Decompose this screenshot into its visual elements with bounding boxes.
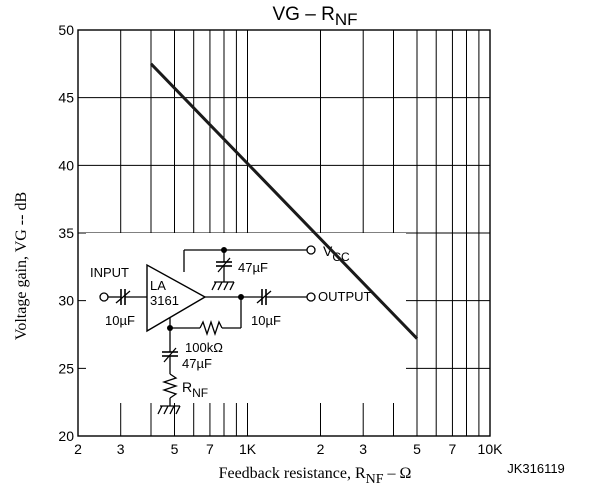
x-tick-labels: 2 3 5 7 1K 2 3 5 7 10K	[74, 441, 503, 457]
x-tick-label: 10K	[478, 441, 504, 457]
y-tick-labels: 20 25 30 35 40 45 50	[58, 22, 74, 444]
y-tick-label: 50	[58, 22, 74, 38]
vcc-junction-dot	[221, 247, 227, 253]
y-tick-label: 35	[58, 225, 74, 241]
nf-cap-arrow	[163, 347, 177, 363]
x-tick-label: 2	[317, 441, 325, 457]
vcc-label: VCC	[323, 243, 350, 264]
x-tick-label: 7	[206, 441, 214, 457]
dec-ground-hatch-4	[229, 281, 235, 291]
dec-cap-arrow	[217, 257, 231, 273]
y-tick-label: 20	[58, 428, 74, 444]
rnf-ground-hatch-1	[157, 405, 163, 415]
y-tick-label: 30	[58, 293, 74, 309]
x-axis-label: Feedback resistance, RNF – Ω	[219, 465, 412, 487]
x-tick-label: 5	[413, 441, 421, 457]
input-cap-label: 10µF	[105, 313, 135, 328]
x-tick-label: 3	[359, 441, 367, 457]
ic-label-line1: LA	[150, 278, 166, 293]
x-tick-label: 5	[171, 441, 179, 457]
plot-frame	[77, 29, 491, 437]
x-tick-label: 7	[449, 441, 457, 457]
y-tick-label: 45	[58, 90, 74, 106]
rnf-ground-hatch-4	[175, 405, 181, 415]
nf-cap-label: 47µF	[182, 356, 212, 371]
output-label: OUTPUT	[318, 289, 372, 304]
inset-background	[86, 233, 406, 403]
feedback-resistor	[199, 319, 223, 337]
figure-code: JK316119	[507, 461, 565, 476]
rnf-resistor	[161, 373, 179, 399]
y-tick-label: 40	[58, 157, 74, 173]
input-terminal	[99, 292, 109, 302]
feedback-resistor-label: 100kΩ	[185, 340, 223, 355]
x-tick-label: 1K	[239, 441, 257, 457]
x-tick-label: 2	[74, 441, 82, 457]
vcc-terminal	[306, 245, 316, 255]
rnf-label: RNF	[182, 379, 208, 400]
ic-label-line2: 3161	[150, 293, 179, 308]
input-label: INPUT	[90, 265, 129, 280]
rnf-ground-hatch-2	[163, 405, 169, 415]
rnf-ground-hatch-3	[169, 405, 175, 415]
dec-ground-hatch-2	[217, 281, 223, 291]
output-cap-arrow	[256, 290, 272, 304]
output-terminal	[306, 292, 316, 302]
nf-junction-dot	[167, 325, 173, 331]
x-tick-label: 3	[117, 441, 125, 457]
y-tick-label: 25	[58, 360, 74, 376]
dec-ground-hatch-1	[211, 281, 217, 291]
y-axis-label: Voltage gain, VG -- dB	[13, 192, 30, 340]
series-layer	[149, 62, 419, 340]
amplifier-ic-symbol	[146, 263, 207, 333]
series-line	[149, 62, 419, 340]
chart-title: VG – RNF	[273, 4, 358, 29]
output-cap-label: 10µF	[251, 313, 281, 328]
application-circuit-inset: INPUT OUTPUT LA 3161 VCC 10µF 10µF 47µF …	[86, 233, 406, 415]
dec-ground-hatch-3	[223, 281, 229, 291]
input-cap-arrow	[115, 290, 131, 304]
decoupling-cap-label: 47µF	[238, 260, 268, 275]
output-junction-dot	[238, 294, 244, 300]
